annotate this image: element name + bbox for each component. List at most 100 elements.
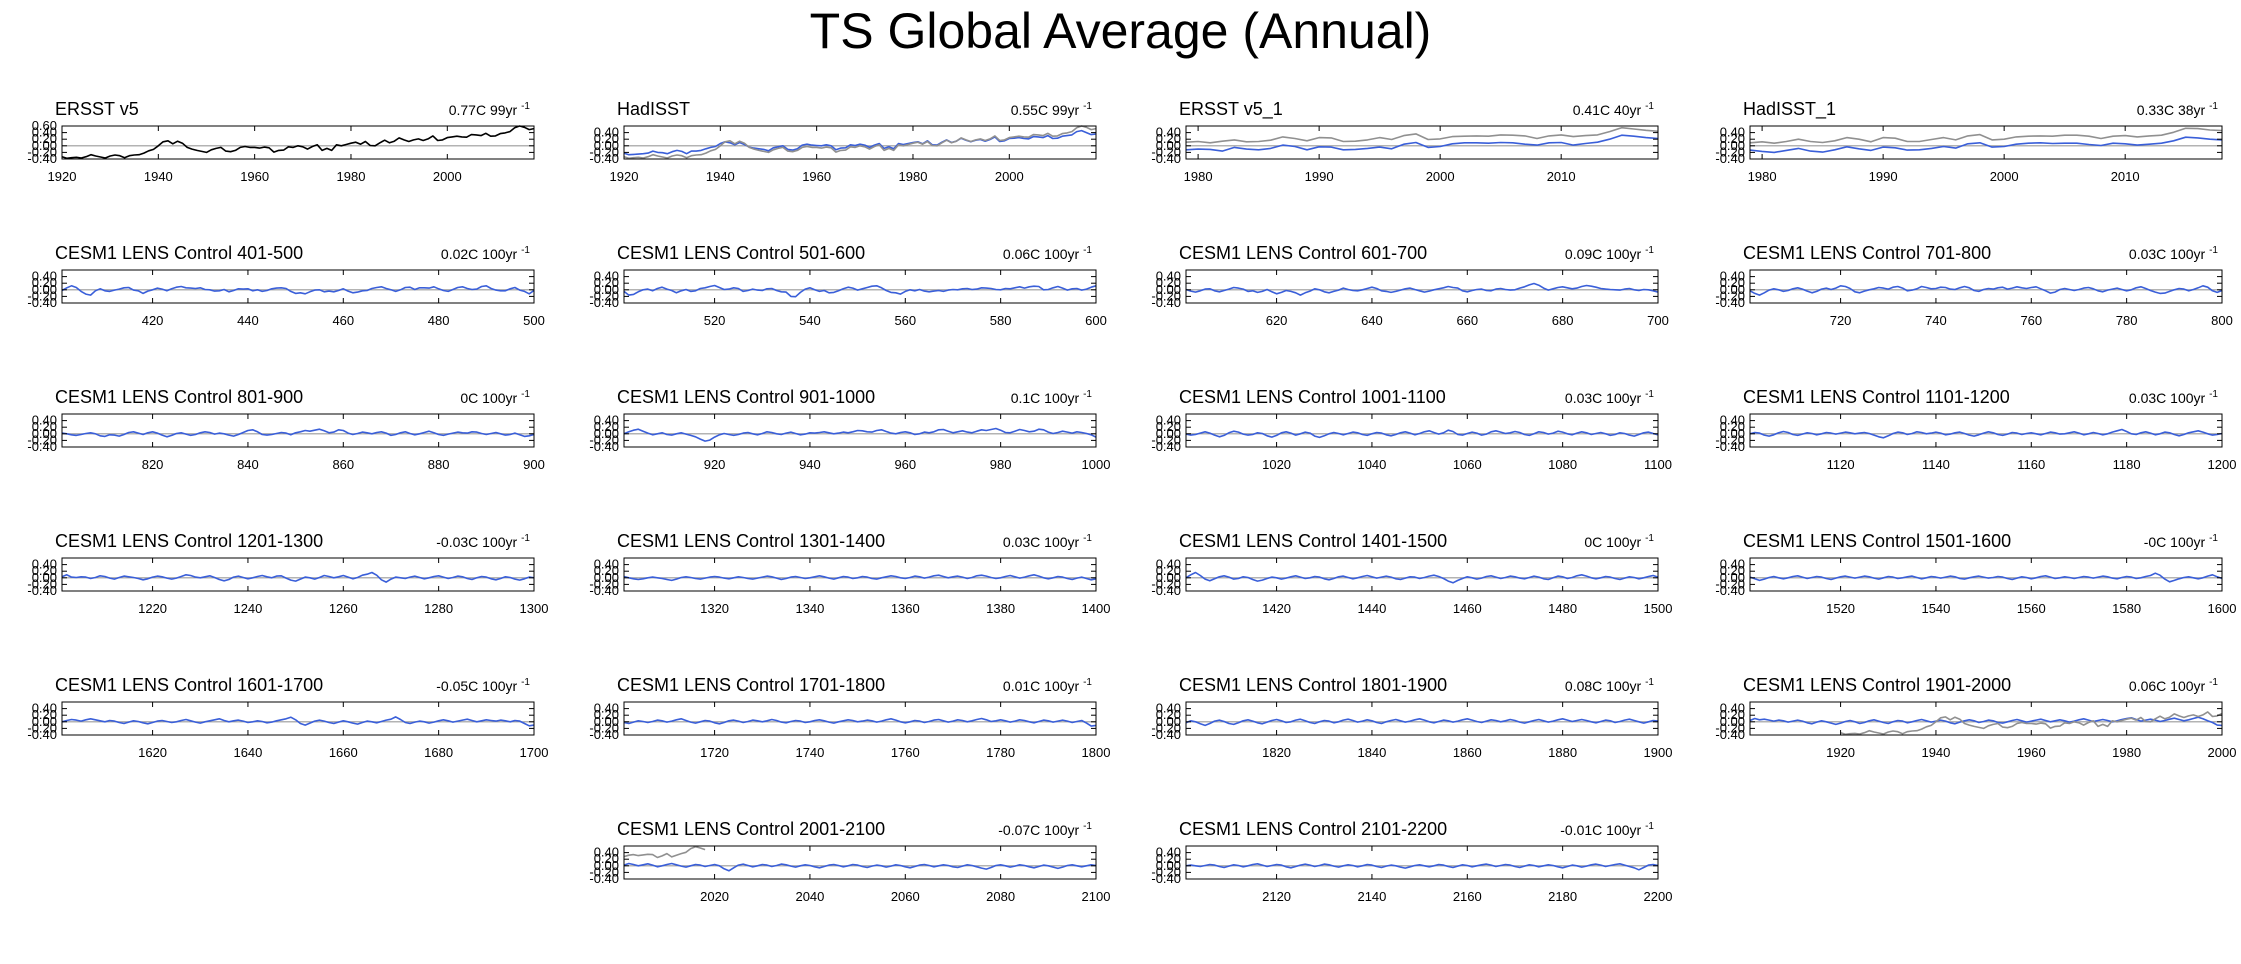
x-tick-label: 1580 <box>2112 601 2141 616</box>
panel-cesm1-lens-control-1401-1500: CESM1 LENS Control 1401-1500 0C 100yr -1-… <box>1151 531 1672 616</box>
x-tick-label: 1800 <box>1082 745 1111 760</box>
y-tick-label: 0.20 <box>32 563 57 578</box>
x-tick-label: 2160 <box>1453 889 1482 904</box>
plot-frame <box>623 845 1097 880</box>
y-tick-label: -0.20 <box>589 864 619 879</box>
y-tick-label: 0.20 <box>32 275 57 290</box>
panel-title: CESM1 LENS Control 701-800 <box>1743 243 1991 263</box>
y-tick-label: -0.20 <box>27 288 57 303</box>
x-tick-label: 920 <box>704 457 726 472</box>
y-tick-label: 0.40 <box>1720 269 1745 284</box>
x-tick-label: 480 <box>428 313 450 328</box>
y-tick-label: 0.40 <box>1156 845 1181 860</box>
trend-value: 0.09C 100yr <box>1565 246 1645 262</box>
trend-exponent: -1 <box>521 389 530 400</box>
x-tick-label: 1980 <box>337 169 366 184</box>
y-tick-label: -0.40 <box>27 295 57 310</box>
y-tick-label: -0.20 <box>27 720 57 735</box>
series-line-cesm1-lens-control-801-900 <box>61 428 535 438</box>
trend-exponent: -1 <box>1083 677 1092 688</box>
x-tick-label: 2180 <box>1548 889 1577 904</box>
panel-cesm1-lens-control-701-800: CESM1 LENS Control 701-800 0.03C 100yr -1… <box>1715 243 2232 328</box>
x-tick-label: 1640 <box>233 745 262 760</box>
trend-value: -0C 100yr <box>2144 534 2209 550</box>
panel-title: HadISST_1 <box>1743 99 1836 120</box>
series-line-ersst-v5 <box>623 845 706 859</box>
y-tick-label: 0.40 <box>1156 269 1181 284</box>
panel-title: CESM1 LENS Control 1201-1300 <box>55 531 323 551</box>
y-tick-label: 0.40 <box>594 413 619 428</box>
series-line-ersst-v5 <box>623 125 1097 160</box>
plot-frame <box>623 557 1097 592</box>
y-tick-label: -0.20 <box>1151 576 1181 591</box>
y-tick-label: -0.40 <box>1151 583 1181 598</box>
plot-frame <box>1749 413 2223 448</box>
x-tick-label: 2000 <box>433 169 462 184</box>
trend-label: 0.06C 100yr -1 <box>1003 245 1093 262</box>
series-line-cesm1-lens-control-901-1000 <box>623 427 1097 442</box>
x-tick-label: 2200 <box>1644 889 1673 904</box>
x-tick-label: 2100 <box>1082 889 1111 904</box>
panel-title: CESM1 LENS Control 1001-1100 <box>1179 387 1446 407</box>
trend-label: 0.03C 100yr -1 <box>1565 389 1655 406</box>
x-tick-label: 620 <box>1266 313 1288 328</box>
y-tick-label: 0.40 <box>1720 413 1745 428</box>
series-line-cesm1-lens-control-1801-1900 <box>1185 717 1659 727</box>
y-tick-label: 0.00 <box>32 138 57 153</box>
panel-title: HadISST <box>617 99 690 119</box>
y-tick-label: 0.00 <box>32 282 57 297</box>
x-tick-label: 1600 <box>2208 601 2237 616</box>
panel-cesm1-lens-control-1501-1600: CESM1 LENS Control 1501-1600 -0C 100yr -1… <box>1715 531 2236 616</box>
y-tick-label: -0.40 <box>589 727 619 742</box>
y-tick-label: 0.20 <box>1720 707 1745 722</box>
trend-value: 0.08C 100yr <box>1565 678 1645 694</box>
x-tick-label: 740 <box>1925 313 1947 328</box>
x-tick-label: 1440 <box>1357 601 1386 616</box>
x-tick-label: 1980 <box>2112 745 2141 760</box>
trend-label: -0.01C 100yr -1 <box>1560 821 1654 838</box>
series-line-cesm1-lens-control-1401-1500 <box>1185 571 1659 584</box>
trend-value: 0.03C 100yr <box>2129 246 2209 262</box>
panel-cesm1-lens-control-1301-1400: CESM1 LENS Control 1301-1400 0.03C 100yr … <box>589 531 1110 616</box>
x-tick-label: 2000 <box>995 169 1024 184</box>
y-tick-label: 0.20 <box>1720 419 1745 434</box>
series-line-cesm1-lens-control-1701-1800 <box>623 717 1097 727</box>
x-tick-label: 1920 <box>610 169 639 184</box>
y-tick-label: 0.00 <box>1156 282 1181 297</box>
x-tick-label: 1990 <box>1869 169 1898 184</box>
x-tick-label: 1940 <box>1921 745 1950 760</box>
x-tick-label: 1940 <box>144 169 173 184</box>
x-tick-label: 1400 <box>1082 601 1111 616</box>
trend-label: 0.03C 100yr -1 <box>2129 245 2219 262</box>
series-line-ersst-v5-1 <box>1185 134 1659 152</box>
x-tick-label: 1140 <box>1922 457 1950 472</box>
y-tick-label: -0.40 <box>1151 871 1181 886</box>
trend-label: 0.77C 99yr -1 <box>449 101 531 118</box>
trend-exponent: -1 <box>1083 245 1092 256</box>
y-tick-label: 0.40 <box>32 557 57 572</box>
x-tick-label: 1380 <box>986 601 1015 616</box>
trend-exponent: -1 <box>2209 533 2218 544</box>
trend-label: 0C 100yr -1 <box>1584 533 1654 550</box>
trend-value: 0.55C 99yr <box>1011 102 1083 118</box>
trend-value: -0.01C 100yr <box>1560 822 1645 838</box>
y-tick-label: -0.40 <box>1715 727 1745 742</box>
x-tick-label: 940 <box>799 457 821 472</box>
x-tick-label: 1100 <box>1644 457 1672 472</box>
panel-cesm1-lens-control-801-900: CESM1 LENS Control 801-900 0C 100yr -1 -0.… <box>27 387 544 472</box>
x-tick-label: 1920 <box>48 169 77 184</box>
y-tick-label: 0.00 <box>1720 138 1745 153</box>
y-tick-label: 0.00 <box>594 714 619 729</box>
x-tick-label: 2120 <box>1262 889 1291 904</box>
trend-label: 0.01C 100yr -1 <box>1003 677 1093 694</box>
x-tick-label: 720 <box>1830 313 1852 328</box>
y-tick-label: -0.20 <box>1715 432 1745 447</box>
y-tick-label: 0.40 <box>594 269 619 284</box>
trend-label: -0.03C 100yr -1 <box>436 533 530 550</box>
x-tick-label: 1900 <box>1644 745 1673 760</box>
y-tick-label: 0.40 <box>32 269 57 284</box>
x-tick-label: 1080 <box>1548 457 1577 472</box>
y-tick-label: -0.40 <box>1151 151 1181 166</box>
